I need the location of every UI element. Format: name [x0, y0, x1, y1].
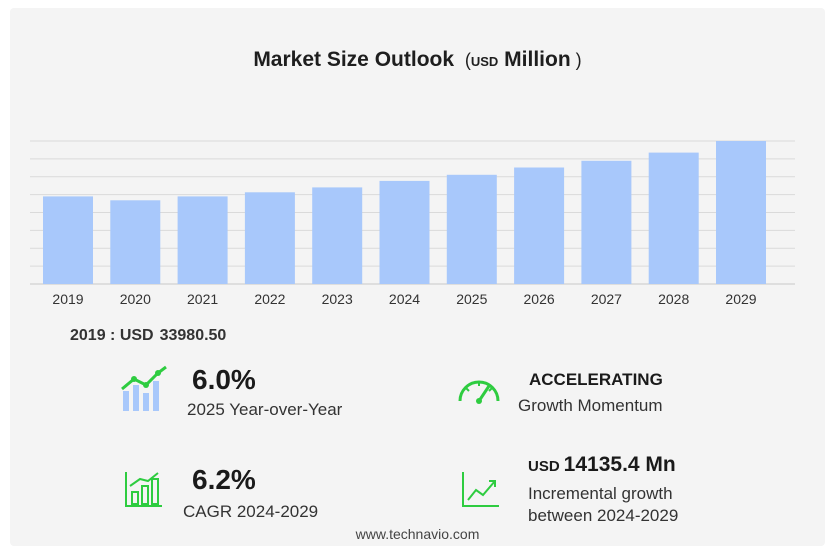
bar-2023 — [312, 187, 363, 284]
x-tick-label: 2023 — [322, 291, 353, 307]
momentum-label: Growth Momentum — [518, 396, 663, 415]
x-tick-label: 2022 — [254, 291, 285, 307]
bar-chart: 2019 2020 2021 2022 2023 2024 2025 2026 2027 2028… — [30, 140, 795, 307]
bar-2025 — [446, 174, 497, 284]
bar-2022 — [244, 192, 295, 284]
speedometer-icon — [458, 380, 500, 404]
yoy-label: 2025 Year-over-Year — [187, 400, 343, 419]
bar-2019 — [43, 196, 93, 284]
incremental-value: USD 14135.4 Mn — [528, 453, 676, 476]
source-footer: www.technavio.com — [355, 526, 480, 542]
x-tick-label: 2021 — [187, 291, 218, 307]
x-tick-label: 2028 — [658, 291, 689, 307]
bar-2024 — [379, 180, 430, 284]
bar-trend-icon — [121, 365, 167, 411]
yoy-value: 6.0% — [192, 364, 256, 395]
bar-2029 — [716, 141, 766, 284]
x-tick-label: 2019 — [52, 291, 83, 307]
line-growth-icon — [462, 472, 499, 507]
bar-2020 — [110, 200, 161, 284]
x-tick-label: 2027 — [591, 291, 622, 307]
bar-2021 — [177, 196, 228, 284]
x-tick-label: 2025 — [456, 291, 487, 307]
cagr-label: CAGR 2024-2029 — [183, 502, 319, 521]
x-tick-label: 2020 — [120, 291, 151, 307]
chart-title: Market Size Outlook (USD Million ) — [253, 48, 582, 71]
x-tick-label: 2026 — [524, 291, 555, 307]
bar-growth-icon — [125, 472, 162, 507]
base-year-value: 2019 : USD 33980.50 — [70, 327, 227, 344]
bar-2027 — [581, 160, 632, 284]
momentum-title: ACCELERATING — [529, 370, 663, 389]
bar-2028 — [648, 152, 699, 284]
incremental-label-line2: between 2024-2029 — [528, 506, 679, 525]
x-tick-label: 2024 — [389, 291, 420, 307]
bar-2026 — [514, 167, 565, 284]
incremental-label-line1: Incremental growth — [528, 484, 673, 503]
cagr-value: 6.2% — [192, 464, 256, 495]
x-tick-label: 2029 — [725, 291, 756, 307]
